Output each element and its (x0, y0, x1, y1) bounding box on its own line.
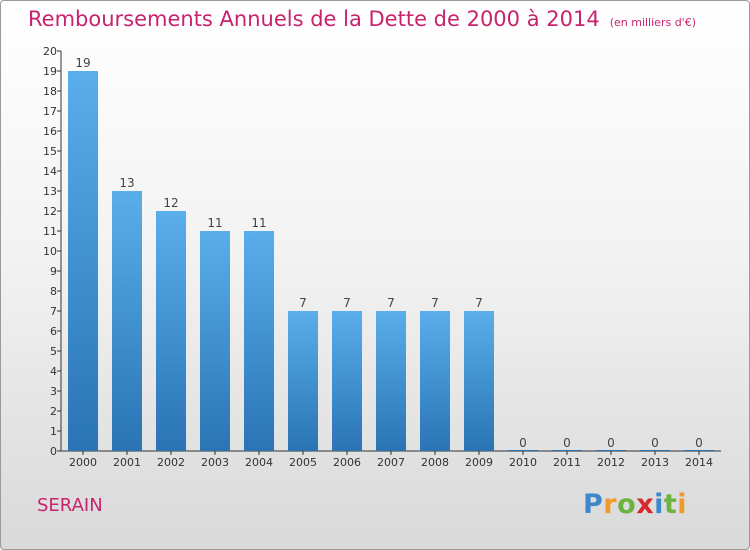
y-tick-label: 5 (50, 345, 57, 358)
y-tick-label: 19 (43, 65, 57, 78)
y-tick-label: 8 (50, 285, 57, 298)
data-label: 7 (431, 296, 439, 310)
data-label: 0 (695, 436, 703, 450)
bar (68, 71, 98, 451)
x-tick-label: 2002 (157, 456, 185, 469)
x-tick-label: 2003 (201, 456, 229, 469)
logo-letter: t (663, 489, 678, 520)
x-tick-label: 2005 (289, 456, 317, 469)
y-tick-label: 2 (50, 405, 57, 418)
y-tick-label: 7 (50, 305, 57, 318)
data-label: 7 (475, 296, 483, 310)
y-tick-label: 6 (50, 325, 57, 338)
x-tick-label: 2000 (69, 456, 97, 469)
x-tick-label: 2012 (597, 456, 625, 469)
y-tick-label: 18 (43, 85, 57, 98)
data-label: 0 (519, 436, 527, 450)
y-tick-label: 14 (43, 165, 57, 178)
chart-title-text: Remboursements Annuels de la Dette de 20… (28, 7, 600, 31)
data-label: 19 (75, 56, 90, 70)
x-tick-label: 2010 (509, 456, 537, 469)
x-tick-label: 2013 (641, 456, 669, 469)
data-label: 12 (163, 196, 178, 210)
bar (112, 191, 142, 451)
chart-title: Remboursements Annuels de la Dette de 20… (28, 7, 696, 31)
chart-unit-note: (en milliers d'€) (609, 16, 696, 29)
proxiti-logo: Proxiti (583, 489, 687, 520)
data-label: 7 (387, 296, 395, 310)
y-tick-label: 16 (43, 125, 57, 138)
x-tick-label: 2014 (685, 456, 713, 469)
y-tick-label: 9 (50, 265, 57, 278)
x-tick-label: 2007 (377, 456, 405, 469)
logo-letter: i (677, 489, 688, 520)
bar (464, 311, 494, 451)
y-tick-label: 12 (43, 205, 57, 218)
logo-letter: i (654, 489, 664, 520)
x-tick-label: 2001 (113, 456, 141, 469)
data-label: 11 (251, 216, 266, 230)
y-tick-label: 0 (50, 445, 57, 458)
y-tick-label: 15 (43, 145, 57, 158)
y-tick-label: 11 (43, 225, 57, 238)
data-label: 0 (607, 436, 615, 450)
bar (332, 311, 362, 451)
bar (156, 211, 186, 451)
data-label: 0 (651, 436, 659, 450)
logo-letter: o (617, 489, 637, 520)
bar (244, 231, 274, 451)
logo-letter: r (603, 489, 618, 520)
bar (200, 231, 230, 451)
bar (420, 311, 450, 451)
bar (376, 311, 406, 451)
y-tick-label: 3 (50, 385, 57, 398)
y-tick-label: 10 (43, 245, 57, 258)
commune-name: SERAIN (37, 495, 103, 516)
data-label: 13 (119, 176, 134, 190)
logo-letter: P (583, 489, 604, 520)
x-tick-label: 2008 (421, 456, 449, 469)
data-label: 0 (563, 436, 571, 450)
x-tick-label: 2011 (553, 456, 581, 469)
data-label: 11 (207, 216, 222, 230)
data-label: 7 (343, 296, 351, 310)
x-tick-label: 2004 (245, 456, 273, 469)
x-tick-label: 2006 (333, 456, 361, 469)
bar (288, 311, 318, 451)
x-tick-label: 2009 (465, 456, 493, 469)
y-tick-label: 20 (43, 45, 57, 58)
data-label: 7 (299, 296, 307, 310)
logo-letter: x (636, 489, 655, 520)
y-tick-label: 1 (50, 425, 57, 438)
y-tick-label: 17 (43, 105, 57, 118)
y-tick-label: 4 (50, 365, 57, 378)
y-tick-label: 13 (43, 185, 57, 198)
